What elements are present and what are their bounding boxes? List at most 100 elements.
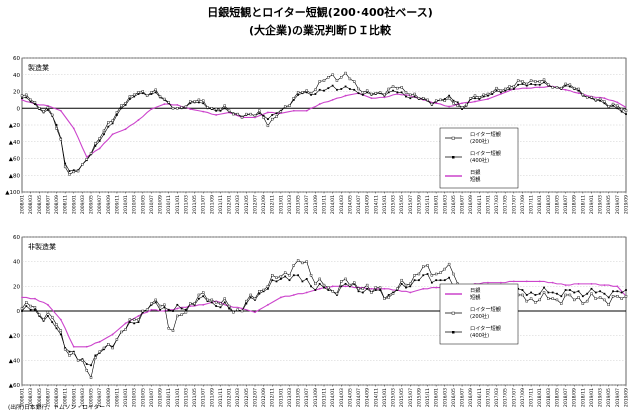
data-point-reuters200 (590, 292, 593, 295)
panel-label: 非製造業 (28, 242, 56, 251)
data-point-reuters200 (331, 290, 334, 293)
data-point-reuters400 (228, 307, 230, 310)
data-point-reuters200 (145, 94, 149, 97)
data-point-reuters400 (21, 97, 23, 100)
data-point-reuters200 (42, 110, 45, 113)
x-tick-label: 2015/01 (382, 195, 388, 214)
data-point-reuters400 (538, 83, 541, 86)
data-point-reuters400 (176, 303, 179, 306)
data-point-reuters200 (85, 158, 88, 161)
data-point-reuters400 (512, 88, 515, 90)
data-point-reuters200 (417, 96, 421, 100)
data-point-tankan (331, 98, 334, 101)
data-point-tankan (279, 296, 282, 299)
data-point-reuters400 (116, 114, 118, 116)
x-tick-label: 2014/01 (330, 388, 336, 407)
data-point-reuters200 (434, 99, 438, 102)
data-point-reuters400 (534, 294, 537, 296)
data-point-reuters200 (51, 315, 54, 319)
data-point-reuters200 (201, 291, 205, 294)
data-point-reuters200 (33, 306, 37, 309)
data-point-reuters200 (253, 114, 257, 117)
x-tick-label: 2012/03 (235, 195, 241, 214)
x-tick-label: 2019/03 (598, 388, 604, 407)
data-point-tankan (111, 333, 114, 336)
data-point-reuters200 (262, 116, 265, 119)
x-tick-label: 2018/01 (537, 388, 543, 407)
data-point-reuters200 (262, 288, 265, 292)
data-point-tankan (564, 284, 567, 286)
y-tick-label: 40 (13, 260, 20, 266)
data-point-reuters200 (38, 107, 41, 110)
data-point-reuters200 (124, 102, 127, 105)
data-point-reuters200 (301, 261, 304, 265)
data-point-reuters400 (305, 278, 308, 280)
y-tick-label: 40 (13, 73, 20, 79)
data-point-reuters200 (59, 138, 63, 141)
data-point-reuters400 (133, 95, 136, 98)
data-point-reuters400 (94, 354, 97, 357)
x-tick-label: 2009/09 (106, 388, 112, 407)
data-point-reuters400 (297, 93, 300, 96)
data-point-reuters200 (594, 297, 597, 300)
data-point-reuters200 (318, 80, 321, 83)
data-point-reuters200 (555, 86, 559, 89)
data-point-reuters400 (314, 93, 317, 95)
data-point-reuters400 (392, 89, 394, 92)
data-point-reuters200 (150, 302, 153, 305)
data-point-reuters200 (361, 287, 365, 290)
data-point-reuters200 (603, 100, 606, 103)
data-point-reuters200 (55, 127, 58, 130)
data-point-reuters400 (42, 319, 45, 322)
data-point-tankan (72, 345, 75, 348)
x-tick-label: 2017/07 (511, 388, 517, 407)
data-point-reuters200 (20, 94, 24, 97)
data-point-tankan (34, 297, 36, 300)
data-point-reuters400 (111, 345, 114, 348)
data-point-reuters400 (288, 279, 291, 282)
data-point-reuters200 (214, 301, 218, 304)
data-point-reuters200 (387, 87, 390, 91)
data-point-reuters200 (560, 302, 563, 305)
y-tick-label: 20 (13, 284, 20, 290)
legend-label-tankan: 日銀 (470, 286, 480, 294)
data-point-reuters200 (400, 278, 403, 282)
data-point-reuters200 (197, 98, 201, 102)
data-point-reuters400 (185, 308, 187, 311)
data-point-tankan (21, 296, 23, 299)
x-tick-label: 2012/01 (227, 388, 233, 407)
data-point-tankan (176, 307, 179, 310)
data-point-reuters400 (323, 286, 325, 289)
x-tick-label: 2017/03 (494, 388, 500, 407)
data-point-reuters400 (254, 299, 256, 301)
data-point-reuters200 (283, 105, 287, 108)
data-point-reuters400 (336, 294, 338, 296)
data-point-reuters200 (292, 96, 295, 100)
data-point-reuters200 (620, 107, 623, 111)
data-point-reuters200 (378, 91, 382, 94)
data-point-reuters400 (396, 289, 399, 291)
data-point-reuters400 (215, 109, 218, 112)
data-point-reuters400 (310, 93, 312, 96)
data-point-reuters400 (128, 98, 131, 100)
data-point-reuters400 (491, 93, 494, 95)
data-point-reuters400 (551, 291, 554, 294)
data-point-reuters200 (486, 92, 490, 96)
data-point-reuters400 (405, 95, 407, 98)
data-point-tankan (72, 127, 75, 130)
x-tick-label: 2009/11 (114, 195, 120, 214)
x-tick-label: 2009/03 (80, 195, 86, 214)
x-tick-label: 2016/05 (451, 195, 457, 214)
data-point-reuters200 (292, 264, 295, 267)
data-point-reuters400 (68, 350, 71, 353)
data-point-reuters400 (262, 290, 265, 293)
data-point-reuters400 (98, 140, 101, 142)
data-point-reuters400 (223, 301, 226, 304)
data-point-reuters200 (275, 276, 278, 279)
data-point-reuters200 (370, 291, 373, 294)
data-point-tankan (487, 281, 489, 284)
data-point-reuters200 (538, 298, 541, 302)
data-point-reuters400 (400, 282, 403, 285)
x-tick-label: 2014/07 (356, 195, 362, 214)
data-point-reuters200 (76, 359, 80, 362)
